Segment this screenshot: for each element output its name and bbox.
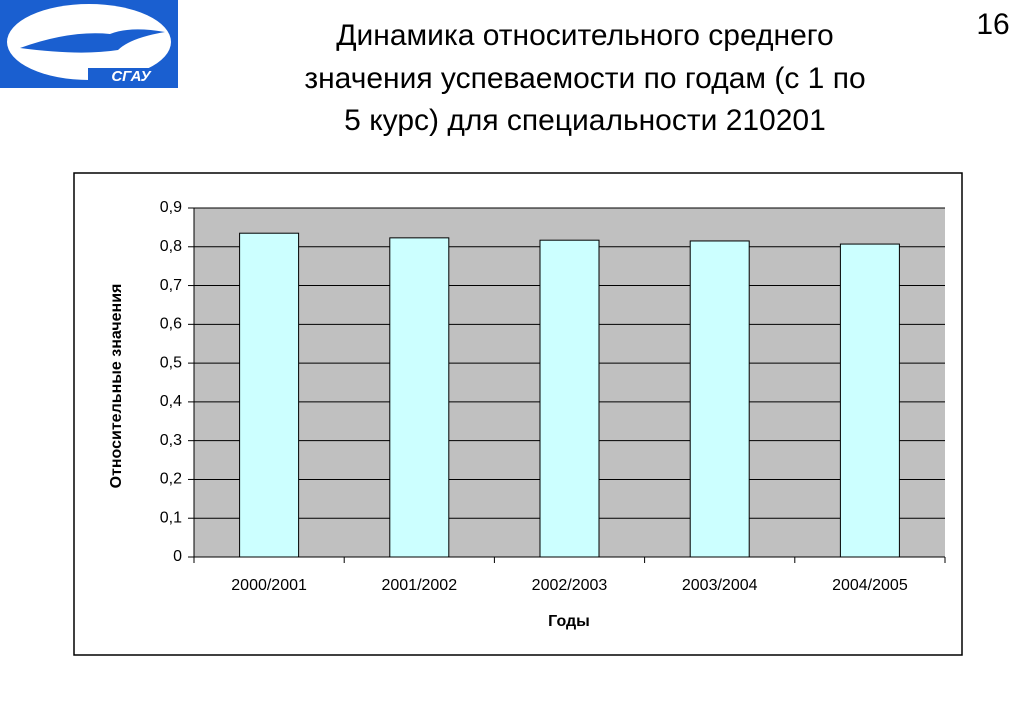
- title-line: значения успеваемости по годам (с 1 по: [304, 62, 865, 95]
- x-tick-label: 2003/2004: [682, 577, 758, 594]
- x-tick-label: 2000/2001: [231, 577, 307, 594]
- y-tick-label: 0: [173, 548, 182, 565]
- bar: [839, 243, 900, 558]
- y-tick-label: 0,8: [160, 238, 182, 255]
- y-tick-label: 0,7: [160, 277, 182, 294]
- y-tick-label: 0,3: [160, 432, 182, 449]
- bar: [689, 240, 750, 558]
- title-line: Динамика относительного среднего: [336, 19, 834, 52]
- x-axis-title: Годы: [548, 613, 590, 630]
- y-tick-label: 0,9: [160, 199, 182, 216]
- bar: [389, 237, 450, 558]
- y-tick-label: 0,5: [160, 354, 182, 371]
- slide-number: 16: [976, 8, 1009, 41]
- y-axis-title: Относительные значения: [108, 284, 125, 489]
- bar: [239, 232, 300, 558]
- x-tick-label: 2001/2002: [381, 577, 457, 594]
- title-line: 5 курс) для специальности 210201: [344, 104, 826, 137]
- y-tick-label: 0,2: [160, 471, 182, 488]
- logo-plate: [88, 68, 174, 86]
- y-tick-label: 0,1: [160, 509, 182, 526]
- y-tick-label: 0,4: [160, 393, 182, 410]
- logo-text: СГАУ: [111, 68, 152, 85]
- x-tick-label: 2002/2003: [532, 577, 608, 594]
- logo-wing: [20, 29, 165, 53]
- x-tick-label: 2004/2005: [832, 577, 908, 594]
- bar: [539, 239, 600, 558]
- y-tick-label: 0,6: [160, 316, 182, 333]
